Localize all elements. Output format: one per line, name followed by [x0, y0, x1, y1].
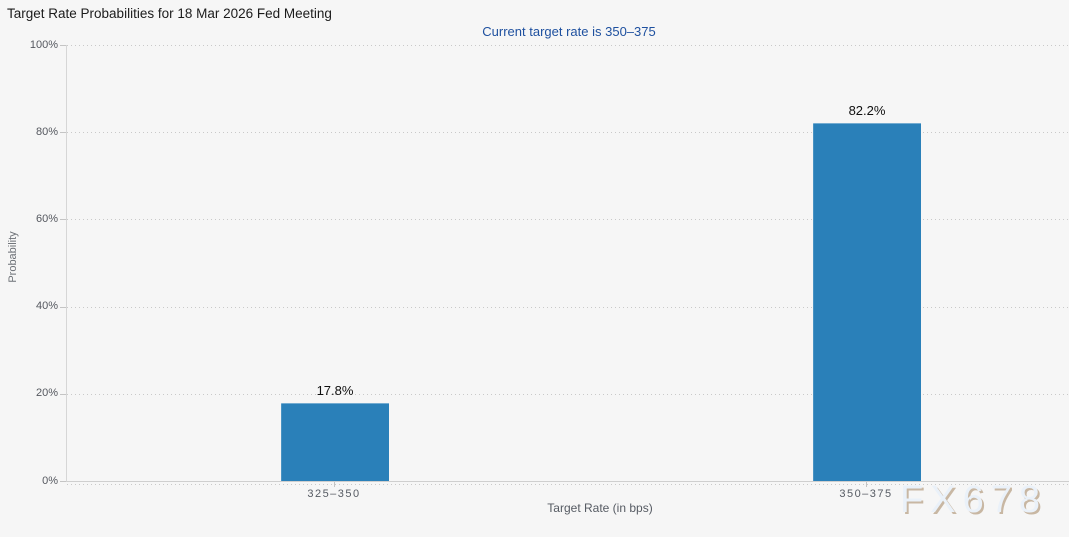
y-tick-label: 100% [29, 38, 58, 51]
bar-value-label: 17.8% [316, 383, 354, 398]
bar-value-label: 82.2% [848, 103, 886, 118]
y-tick-label: 60% [35, 212, 58, 225]
y-tick-mark [60, 306, 66, 308]
gridline-100 [67, 45, 1069, 46]
y-tick-label: 20% [35, 387, 58, 400]
gridline-40 [67, 306, 1069, 308]
watermark: FX678 [900, 479, 1047, 521]
gridline-20 [67, 393, 1069, 395]
bar-350–375 [813, 123, 921, 481]
chart-subtitle: Current target rate is 350–375 [482, 24, 656, 39]
x-category-label: 325–350 [307, 488, 361, 500]
x-tick-mark [334, 482, 335, 487]
gridline-80 [67, 132, 1069, 134]
x-category-label: 350–375 [839, 488, 893, 500]
y-tick-mark [60, 132, 66, 134]
chart-title: Target Rate Probabilities for 18 Mar 202… [7, 6, 332, 21]
bar-325–350 [281, 403, 389, 481]
x-tick-mark [866, 482, 867, 487]
y-tick-label: 80% [35, 125, 58, 138]
y-tick-mark [60, 481, 66, 482]
y-tick-mark [60, 219, 66, 221]
y-tick-mark [60, 393, 66, 395]
gridline-0 [67, 484, 1069, 485]
y-tick-label: 40% [35, 300, 58, 313]
y-tick-label: 0% [42, 474, 58, 487]
y-tick-mark [60, 45, 66, 46]
x-axis-title: Target Rate (in bps) [547, 501, 653, 515]
gridline-60 [67, 219, 1069, 221]
plot-area: 17.8% 82.2% [66, 45, 1069, 485]
y-axis-title: Probability [7, 231, 19, 283]
